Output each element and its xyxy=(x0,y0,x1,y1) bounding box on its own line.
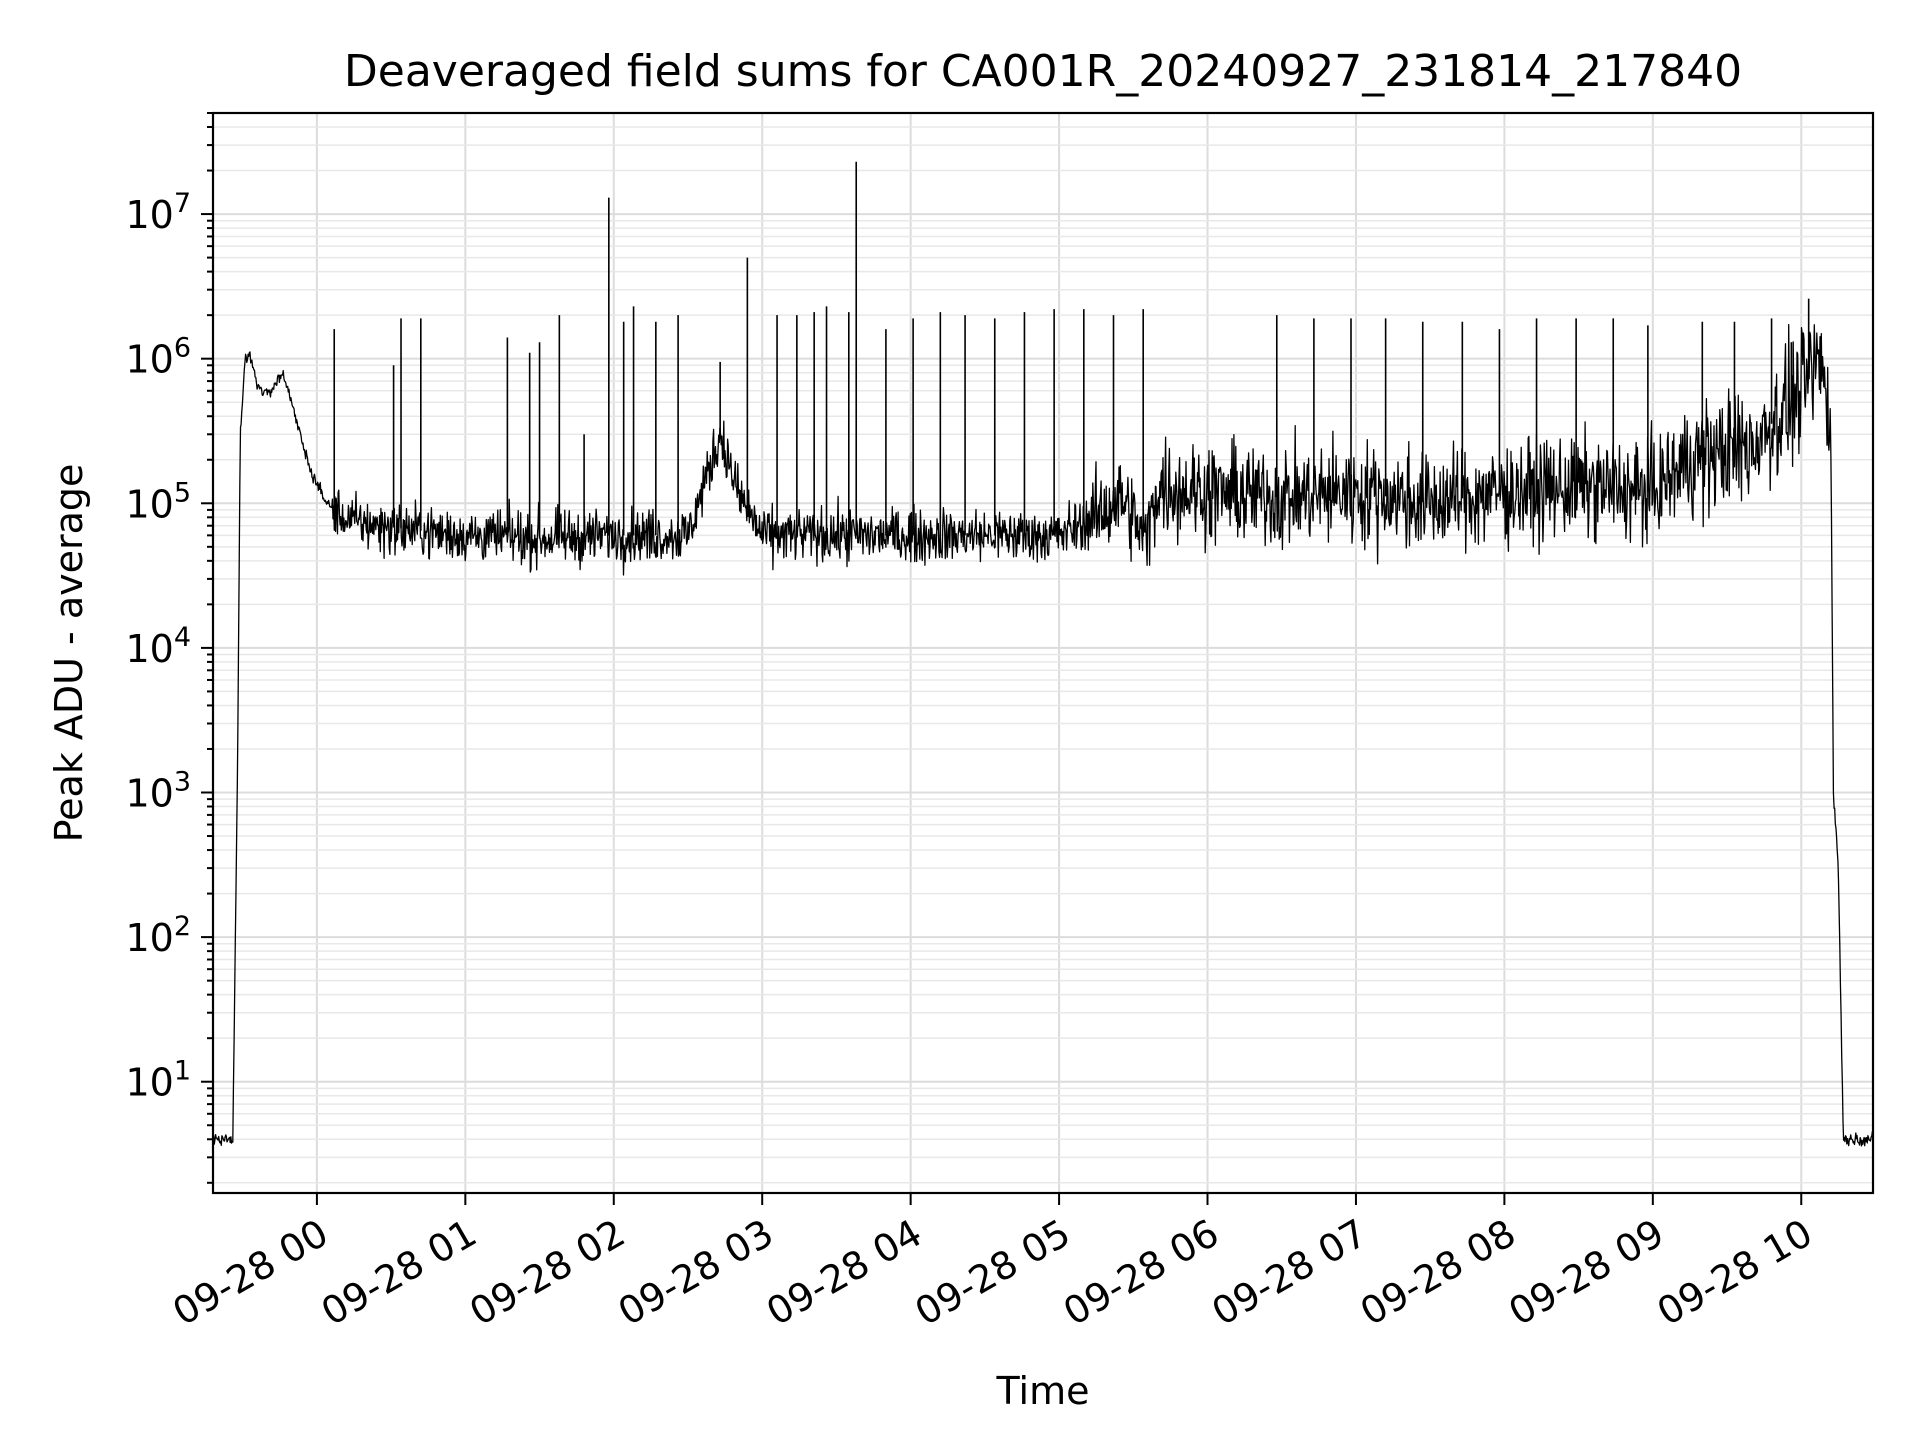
y-tick-label: 103 xyxy=(125,767,191,816)
grid xyxy=(213,112,1873,1193)
x-tick-label: 09-28 01 xyxy=(314,1211,484,1335)
y-tick-label: 101 xyxy=(125,1056,191,1105)
x-tick-label: 09-28 02 xyxy=(462,1211,632,1335)
y-tick-label: 102 xyxy=(125,911,191,960)
x-tick-label: 09-28 10 xyxy=(1650,1211,1820,1335)
x-tick-labels: 09-28 00 09-28 01 09-28 02 09-28 03 09-2… xyxy=(165,1211,1819,1335)
x-tick-label: 09-28 07 xyxy=(1204,1211,1374,1335)
series-line xyxy=(212,324,1874,1147)
x-tick-label: 09-28 05 xyxy=(908,1211,1078,1335)
x-tick-label: 09-28 06 xyxy=(1056,1211,1226,1335)
chart-title: Deaveraged field sums for CA001R_2024092… xyxy=(344,46,1742,97)
y-tick-label: 105 xyxy=(125,477,191,526)
x-tick-label: 09-28 03 xyxy=(611,1211,781,1335)
x-tick-label: 09-28 00 xyxy=(165,1211,335,1335)
x-axis-label: Time xyxy=(996,1369,1090,1413)
x-tick-label: 09-28 08 xyxy=(1353,1211,1523,1335)
plot-frame xyxy=(211,111,1875,1195)
x-tick-label: 09-28 04 xyxy=(759,1211,929,1335)
y-tick-label: 107 xyxy=(125,188,191,237)
x-tick-label: 09-28 09 xyxy=(1501,1211,1671,1335)
y-tick-label: 106 xyxy=(125,333,191,382)
y-axis-label: Peak ADU - average xyxy=(47,464,91,843)
y-tick-labels: 101 102 103 104 105 106 107 xyxy=(125,188,191,1105)
y-tick-label: 104 xyxy=(125,622,191,671)
tick-group xyxy=(201,112,1803,1205)
